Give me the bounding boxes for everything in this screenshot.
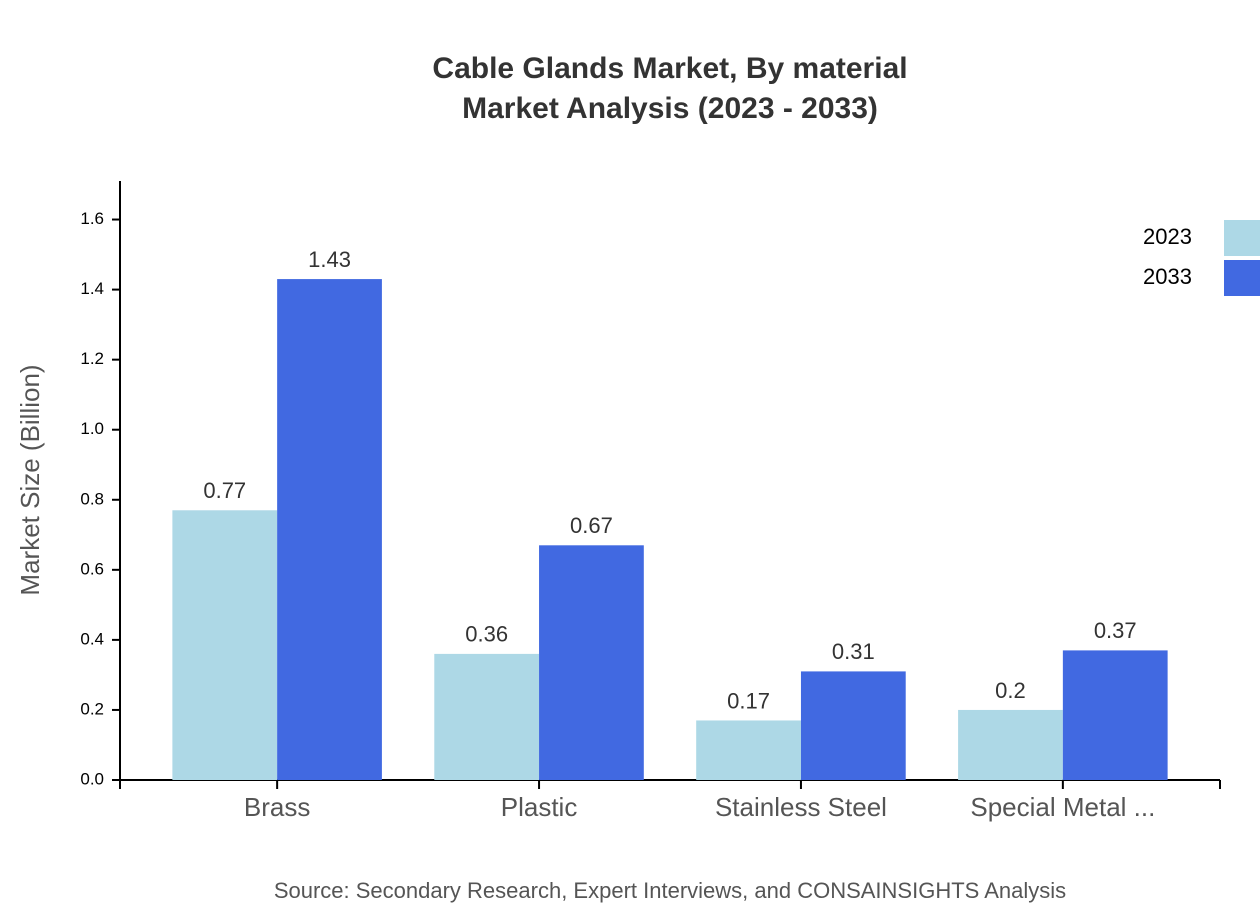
- x-tick-label: Stainless Steel: [715, 792, 887, 822]
- chart-subtitle: Market Analysis (2023 - 2033): [462, 92, 878, 125]
- bar: [1062, 650, 1168, 780]
- x-tick-label: Special Metal ...: [970, 792, 1155, 822]
- y-tick-label: 1.4: [80, 279, 104, 298]
- bar: [277, 279, 382, 780]
- bar: [172, 510, 278, 780]
- y-tick-label: 1.0: [80, 419, 104, 438]
- legend-swatch: [1224, 260, 1260, 296]
- bar: [958, 709, 1063, 780]
- y-tick-label: 0.6: [80, 559, 104, 578]
- value-label: 0.37: [1094, 618, 1137, 643]
- y-tick-label: 0.0: [80, 769, 104, 788]
- y-tick-label: 1.2: [80, 349, 104, 368]
- x-tick-label: Plastic: [501, 792, 578, 822]
- y-tick-label: 0.2: [80, 699, 104, 718]
- value-label: 1.43: [308, 247, 351, 272]
- bar: [539, 545, 644, 780]
- value-label: 0.36: [465, 622, 508, 647]
- y-tick-label: 0.8: [80, 489, 104, 508]
- y-tick-label: 0.4: [80, 629, 104, 648]
- source-note: Source: Secondary Research, Expert Inter…: [274, 878, 1066, 903]
- value-label: 0.2: [995, 678, 1026, 703]
- y-axis-label: Market Size (Billion): [15, 364, 45, 595]
- x-tick-label: Brass: [244, 792, 310, 822]
- y-tick-label: 1.6: [80, 209, 104, 228]
- bar: [800, 671, 906, 780]
- legend-label: 2023: [1143, 224, 1192, 249]
- value-label: 0.31: [832, 639, 875, 664]
- legend-label: 2033: [1143, 264, 1192, 289]
- chart-title: Cable Glands Market, By material: [432, 52, 907, 85]
- bar: [696, 720, 801, 780]
- bar: [434, 653, 540, 780]
- value-label: 0.77: [203, 478, 246, 503]
- value-label: 0.67: [570, 513, 613, 538]
- legend-swatch: [1224, 220, 1260, 256]
- value-label: 0.17: [727, 688, 770, 713]
